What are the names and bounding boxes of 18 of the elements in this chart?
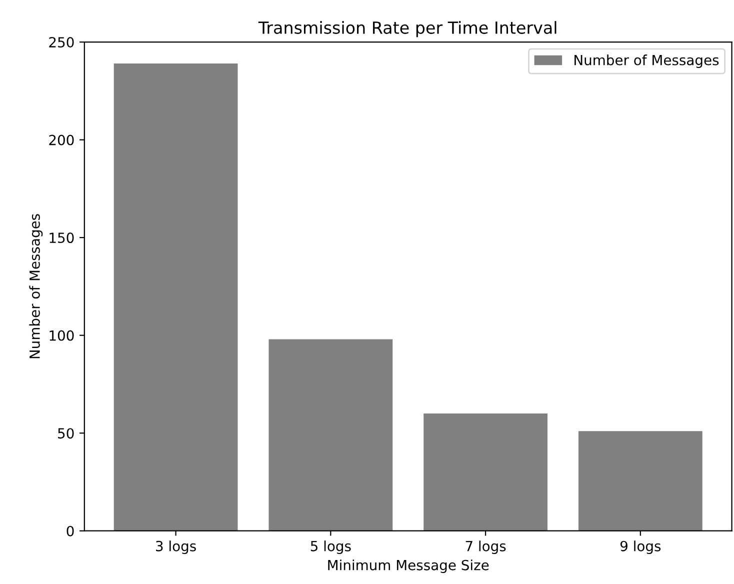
chart-title: Transmission Rate per Time Interval (258, 21, 556, 38)
bar (268, 339, 393, 531)
y-tick-label: 250 (49, 37, 74, 48)
y-tick-label: 100 (50, 330, 74, 341)
bar (578, 431, 702, 531)
x-axis-title: Minimum Message Size (328, 560, 489, 574)
y-tick-label: 0 (66, 526, 74, 536)
x-tick-label: 5 logs (310, 540, 351, 554)
x-tick-label: 3 logs (156, 540, 196, 554)
bar (114, 64, 238, 531)
bar (424, 414, 548, 531)
legend-label: Number of Messages (574, 54, 719, 68)
y-axis-title: Number of Messages (29, 214, 43, 358)
x-tick-label: 7 logs (466, 540, 506, 554)
y-tick-label: 200 (49, 134, 74, 146)
y-tick-label: 50 (58, 428, 74, 439)
y-tick-label: 150 (50, 232, 74, 244)
x-tick-label: 9 logs (620, 540, 661, 554)
